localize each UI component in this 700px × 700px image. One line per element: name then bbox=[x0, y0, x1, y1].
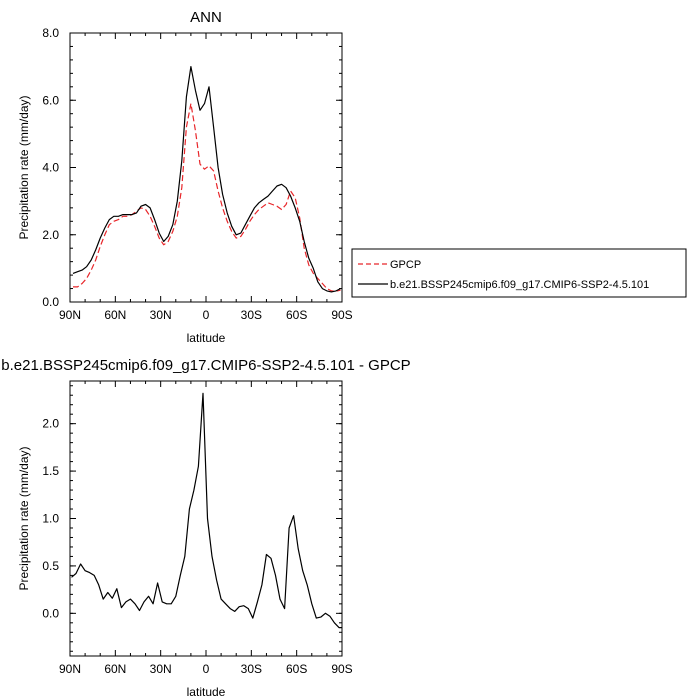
panel1-x-tick-label: 0 bbox=[203, 308, 210, 322]
panel1-x-tick-label: 30S bbox=[241, 308, 262, 322]
panel2-y-tick-label: 0.0 bbox=[42, 606, 59, 620]
panel1-x-tick-label: 90N bbox=[59, 308, 81, 322]
panel1-x-tick-label: 30N bbox=[150, 308, 172, 322]
panel2-x-tick-label: 30S bbox=[241, 662, 262, 676]
legend-label-2: b.e21.BSSP245cmip6.f09_g17.CMIP6-SSP2-4.… bbox=[390, 279, 649, 291]
panel1-y-tick-label: 6.0 bbox=[42, 93, 59, 107]
legend-box bbox=[351, 248, 687, 298]
panel1-series-line-gpcp bbox=[73, 102, 341, 292]
panel2-x-tick-label: 90S bbox=[331, 662, 352, 676]
panel1-x-tick-label: 60S bbox=[286, 308, 307, 322]
panel2-x-tick-label: 60S bbox=[286, 662, 307, 676]
panel2-y-axis-title: Precipitation rate (mm/day) bbox=[17, 446, 31, 590]
panel2-y-tick-label: 1.5 bbox=[42, 464, 59, 478]
panel2-y-tick-label: 2.0 bbox=[42, 417, 59, 431]
panel1-x-tick-label: 60N bbox=[104, 308, 126, 322]
panel2-x-tick-label: 0 bbox=[203, 662, 210, 676]
panel1-y-axis-title: Precipitation rate (mm/day) bbox=[17, 95, 31, 239]
panel2-title: b.e21.BSSP245cmip6.f09_g17.CMIP6-SSP2-4.… bbox=[1, 357, 410, 374]
panel1-y-tick-label: 2.0 bbox=[42, 228, 59, 242]
panel2-x-tick-label: 60N bbox=[104, 662, 126, 676]
panel1-title: ANN bbox=[190, 9, 222, 26]
panel2-plot-frame bbox=[69, 380, 343, 657]
panel1-y-tick-label: 4.0 bbox=[42, 161, 59, 175]
panel1-x-tick-label: 90S bbox=[331, 308, 352, 322]
panel1-x-axis-title: latitude bbox=[187, 331, 226, 345]
legend-label-1: GPCP bbox=[390, 259, 421, 271]
panel2-x-axis-title: latitude bbox=[187, 685, 226, 699]
panel1-y-tick-label: 8.0 bbox=[42, 26, 59, 40]
panel1-series-line-b-e21-bssp245cmip6-f09-g17-cmip6-ssp2-4-5-101 bbox=[72, 65, 341, 293]
panel2-x-tick-label: 30N bbox=[150, 662, 172, 676]
panel2-y-tick-label: 1.0 bbox=[42, 512, 59, 526]
panel2-series-line-difference bbox=[71, 392, 342, 629]
panel1-y-tick-label: 0.0 bbox=[42, 295, 59, 309]
panel2-y-tick-label: 0.5 bbox=[42, 559, 59, 573]
panel2-x-tick-label: 90N bbox=[59, 662, 81, 676]
